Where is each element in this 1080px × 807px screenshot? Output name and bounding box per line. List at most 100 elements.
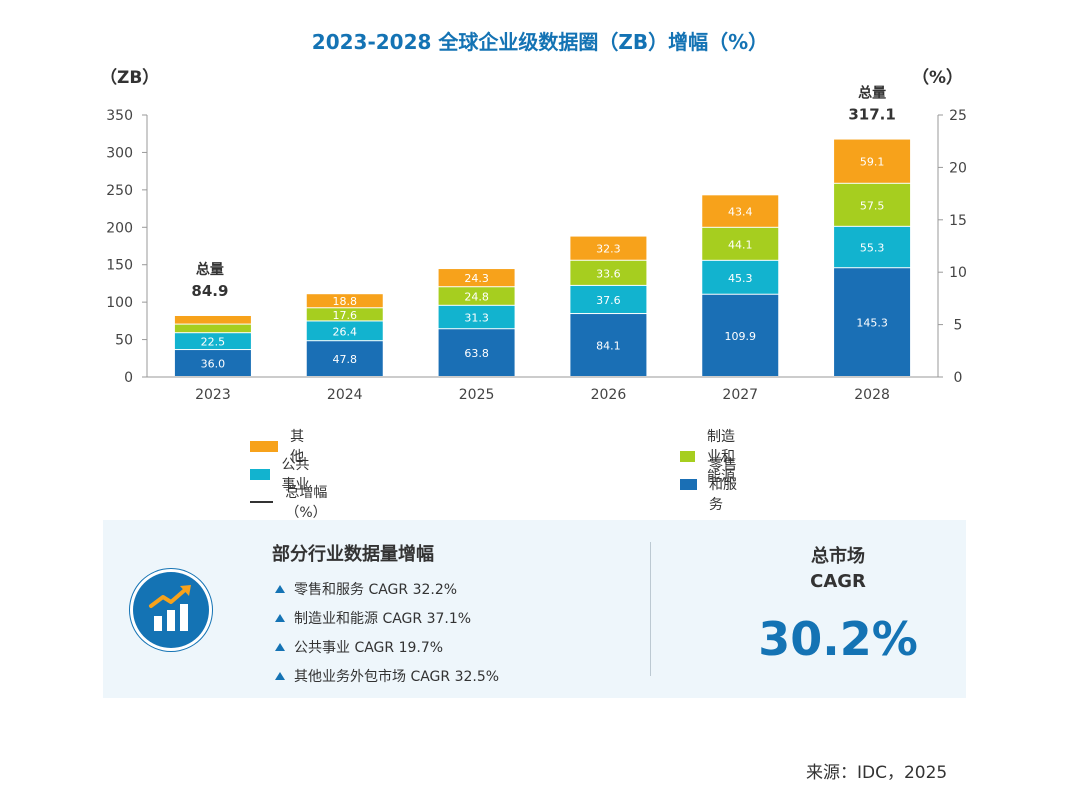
bar-segment <box>306 294 383 308</box>
panel-heading: 部分行业数据量增幅 <box>272 544 434 565</box>
legend-swatch <box>250 440 279 452</box>
x-tick-label: 2026 <box>591 387 627 403</box>
legend-item-utilities: 公共事业 <box>250 454 312 494</box>
cagr-title-line2: CAGR <box>810 571 866 592</box>
bar-segment <box>174 324 251 333</box>
x-tick-label: 2024 <box>327 387 363 403</box>
legend-label: 公共事业 <box>281 457 310 493</box>
bar-segment <box>570 260 647 285</box>
bar-segment <box>174 350 251 376</box>
y2-tick-label: 25 <box>949 108 967 124</box>
total-value-label: 317.1 <box>848 106 895 124</box>
legend-label: 制造业和能源 <box>707 429 735 485</box>
bar-segment <box>438 305 515 329</box>
bar-segment-label: 57.5 <box>860 199 885 212</box>
bar-segment <box>834 183 911 226</box>
bar-segment-label: 145.3 <box>856 317 888 330</box>
stacked-bar-chart: 050100150200250300350051015202536.022.52… <box>106 85 967 403</box>
legend-swatch <box>250 468 270 480</box>
total-value-label: 84.9 <box>191 282 228 300</box>
bar-segment-label: 17.6 <box>333 309 358 322</box>
bar-segment <box>834 139 911 183</box>
bar-segment <box>702 227 779 260</box>
bar-segment <box>834 226 911 268</box>
bar-segment <box>834 268 911 376</box>
industry-growth-panel: 部分行业数据量增幅 零售和服务 CAGR 32.2% 制造业和能源 CAGR 3… <box>103 520 966 698</box>
bar-segment-label: 109.9 <box>725 330 757 343</box>
y-tick-label: 50 <box>115 333 133 349</box>
list-item: 零售和服务 CAGR 32.2% <box>275 574 499 603</box>
left-axis-unit: （ZB） <box>100 68 160 88</box>
legend-swatch <box>680 478 697 490</box>
x-tick-label: 2025 <box>459 387 495 403</box>
bar-segment-label: 31.3 <box>464 312 489 325</box>
bar-segment <box>306 308 383 321</box>
growth-chart-icon <box>133 572 209 648</box>
bar-segment <box>570 285 647 314</box>
y2-tick-label: 20 <box>949 160 967 176</box>
bar-segment <box>438 287 515 305</box>
bar-segment-label: 59.1 <box>860 156 885 169</box>
legend-item-manufacturing: 制造业和能源 <box>680 426 742 486</box>
bar-segment <box>174 333 251 350</box>
right-axis-unit: （%） <box>912 68 964 88</box>
bar-segment <box>702 294 779 376</box>
bar-segment-label: 32.3 <box>596 243 621 256</box>
legend-item-other: 其他 <box>250 426 312 466</box>
bar-segment <box>174 315 251 324</box>
chart-title: 2023-2028 全球企业级数据圈（ZB）增幅（%） <box>311 30 769 54</box>
bar-segment-label: 55.3 <box>860 242 885 255</box>
bar-segment-label: 45.3 <box>728 272 753 285</box>
bar-segment <box>570 314 647 376</box>
total-word-label: 总量 <box>196 261 224 278</box>
bar-segment-label: 44.1 <box>728 238 753 251</box>
bar-segment <box>438 269 515 287</box>
cagr-title-line1: 总市场 <box>811 546 865 567</box>
triangle-up-icon <box>275 613 285 622</box>
y-tick-label: 200 <box>106 220 133 236</box>
bar-segment <box>306 341 383 376</box>
total-market-cagr-title: 总市场 CAGR <box>743 544 933 594</box>
y-tick-label: 250 <box>106 183 133 199</box>
bar-segment <box>306 321 383 341</box>
list-item: 其他业务外包市场 CAGR 32.5% <box>275 661 499 690</box>
y-tick-label: 100 <box>106 295 133 311</box>
growth-chart-icon-graphic <box>149 585 191 631</box>
bar-segment-label: 47.8 <box>333 353 358 366</box>
bar-segment-label: 24.8 <box>464 291 489 304</box>
y2-tick-label: 10 <box>949 265 967 281</box>
total-market-cagr-value: 30.2% <box>758 612 918 666</box>
list-item-label: 公共事业 CAGR 19.7% <box>294 639 444 656</box>
x-tick-label: 2028 <box>854 387 890 403</box>
legend-line-swatch <box>250 501 274 503</box>
bar-segment-label: 63.8 <box>464 347 489 360</box>
bar-segment-label: 26.4 <box>333 325 358 338</box>
bar-segment-label: 33.6 <box>596 267 621 280</box>
bar-segment <box>570 236 647 260</box>
bar-segment-label: 84.1 <box>596 340 621 353</box>
legend-item-total-growth: 总增幅（%） <box>250 482 339 522</box>
list-item: 制造业和能源 CAGR 37.1% <box>275 603 499 632</box>
y-tick-label: 0 <box>124 370 133 386</box>
y-tick-label: 300 <box>106 145 133 161</box>
triangle-up-icon <box>275 584 285 593</box>
triangle-up-icon <box>275 642 285 651</box>
source-note: 来源：IDC，2025 <box>806 763 948 783</box>
list-item-label: 零售和服务 CAGR 32.2% <box>294 581 458 598</box>
bar-segment-label: 18.8 <box>333 295 358 308</box>
bar-segment-label: 24.3 <box>464 272 489 285</box>
y-tick-label: 350 <box>106 108 133 124</box>
legend-label: 零售和服务 <box>708 457 737 513</box>
bar-segment <box>438 329 515 376</box>
y-tick-label: 150 <box>106 258 133 274</box>
bar-segment <box>702 195 779 227</box>
panel-divider <box>650 542 651 676</box>
y2-tick-label: 0 <box>954 370 963 386</box>
legend-swatch <box>680 450 695 462</box>
y2-tick-label: 5 <box>954 318 963 334</box>
list-item: 公共事业 CAGR 19.7% <box>275 632 499 661</box>
legend-item-retail: 零售和服务 <box>680 454 742 514</box>
total-word-label: 总量 <box>858 85 886 102</box>
x-tick-label: 2027 <box>722 387 758 403</box>
legend-label: 其他 <box>290 429 305 465</box>
